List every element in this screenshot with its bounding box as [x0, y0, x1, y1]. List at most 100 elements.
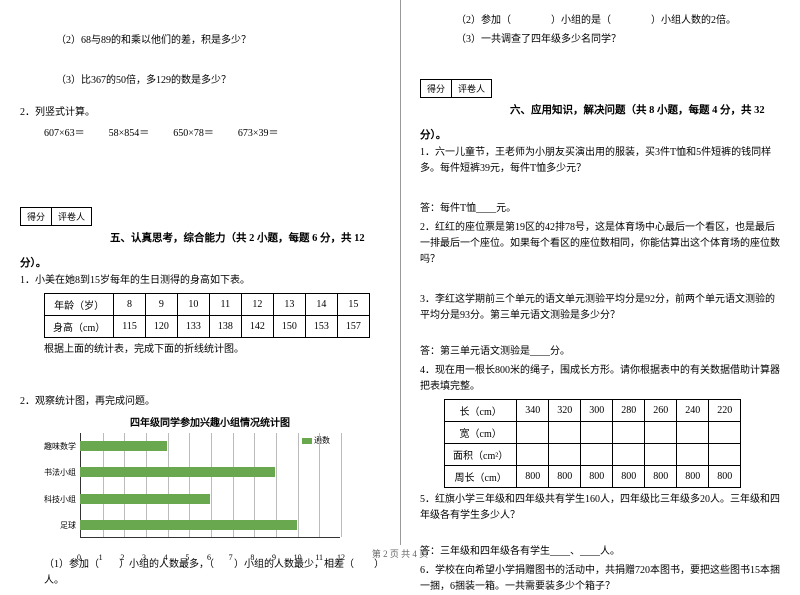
question-5-1b: 根据上面的统计表，完成下面的折线统计图。: [20, 342, 380, 358]
table-cell: 长（cm）: [445, 400, 517, 422]
question-1-2: （2）68与89的和乘以他们的差，积是多少？: [20, 33, 380, 49]
table-cell: 240: [677, 400, 709, 422]
rectangle-table: 长（cm） 340 320 300 280 260 240 220 宽（cm） …: [444, 399, 741, 488]
table-cell: [677, 444, 709, 466]
table-cell: 320: [549, 400, 581, 422]
table-row: 身高（cm） 115 120 133 138 142 150 153 157: [45, 316, 370, 338]
table-cell: 150: [273, 316, 305, 338]
grader-cell: 评卷人: [451, 79, 492, 98]
table-cell: 800: [613, 466, 645, 488]
table-cell: [549, 422, 581, 444]
grader-cell: 评卷人: [51, 207, 92, 226]
table-cell: 800: [645, 466, 677, 488]
table-cell: [517, 444, 549, 466]
question-top-2: （2）参加（ ）小组的是（ ）小组人数的2倍。: [420, 13, 780, 29]
table-cell: [549, 444, 581, 466]
table-row: 周长（cm） 800 800 800 800 800 800 800: [445, 466, 741, 488]
score-box-6: 得分 评卷人: [420, 79, 780, 98]
table-cell: 120: [145, 316, 177, 338]
question-top-3: （3）一共调查了四年级多少名同学？: [420, 32, 780, 48]
bar-chart: 四年级同学参加兴趣小组情况统计图 通数 趣味数学书法小组科技小组足球012345…: [40, 414, 380, 553]
table-cell: 年龄（岁）: [45, 294, 114, 316]
table-cell: [581, 422, 613, 444]
table-cell: [645, 444, 677, 466]
table-cell: 13: [273, 294, 305, 316]
table-cell: 周长（cm）: [445, 466, 517, 488]
chart-bar: [80, 494, 210, 504]
section-6-title-b: 分）。: [420, 127, 780, 142]
question-1-3: （3）比367的50倍，多129的数是多少？: [20, 73, 380, 89]
y-axis-label: 书法小组: [40, 467, 76, 478]
table-cell: [613, 444, 645, 466]
table-cell: [709, 422, 741, 444]
table-cell: 11: [209, 294, 241, 316]
table-cell: 8: [114, 294, 146, 316]
table-cell: 115: [114, 316, 146, 338]
table-cell: 800: [517, 466, 549, 488]
table-cell: 10: [177, 294, 209, 316]
table-cell: 220: [709, 400, 741, 422]
table-cell: [517, 422, 549, 444]
score-cell: 得分: [420, 79, 451, 98]
table-cell: 280: [613, 400, 645, 422]
table-cell: 9: [145, 294, 177, 316]
table-cell: [581, 444, 613, 466]
table-cell: 12: [241, 294, 273, 316]
table-cell: [677, 422, 709, 444]
table-row: 年龄（岁） 8 9 10 11 12 13 14 15: [45, 294, 370, 316]
chart-bar: [80, 441, 167, 451]
table-cell: 800: [709, 466, 741, 488]
calc-3: 650×78＝: [173, 124, 214, 139]
table-cell: 153: [305, 316, 337, 338]
table-cell: 身高（cm）: [45, 316, 114, 338]
y-axis-label: 趣味数学: [40, 441, 76, 452]
table-cell: 800: [677, 466, 709, 488]
chart-bar: [80, 467, 275, 477]
y-axis-label: 足球: [40, 520, 76, 531]
table-cell: 宽（cm）: [445, 422, 517, 444]
question-2: 2．列竖式计算。: [20, 105, 380, 121]
score-box-5: 得分 评卷人: [20, 207, 380, 226]
chart-title: 四年级同学参加兴趣小组情况统计图: [40, 414, 380, 429]
table-cell: [645, 422, 677, 444]
table-cell: 14: [305, 294, 337, 316]
question-5-2-1: （1）参加（ ）小组的人数最多，（ ）小组的人数最少，相差（ ）人。: [20, 557, 380, 589]
table-cell: 133: [177, 316, 209, 338]
question-6-4: 4．现在用一根长800米的绳子，围成长方形。请你根据表中的有关数据借助计算器把表…: [420, 363, 780, 395]
section-6-title: 六、应用知识，解决问题（共 8 小题，每题 4 分，共 32: [420, 102, 780, 117]
left-column: （2）68与89的和乘以他们的差，积是多少？ （3）比367的50倍，多129的…: [0, 0, 400, 545]
table-cell: [709, 444, 741, 466]
right-column: （2）参加（ ）小组的是（ ）小组人数的2倍。 （3）一共调查了四年级多少名同学…: [400, 0, 800, 545]
table-cell: 142: [241, 316, 273, 338]
table-cell: 300: [581, 400, 613, 422]
score-cell: 得分: [20, 207, 51, 226]
table-cell: 157: [337, 316, 369, 338]
table-cell: [613, 422, 645, 444]
chart-bars: [80, 433, 340, 538]
question-5-2: 2．观察统计图，再完成问题。: [20, 394, 380, 410]
page-footer: 第 2 页 共 4 页: [0, 547, 800, 560]
answer-6-1: 答：每件T恤____元。: [420, 201, 780, 217]
y-axis-label: 科技小组: [40, 494, 76, 505]
table-cell: 15: [337, 294, 369, 316]
question-6-1: 1．六一儿童节，王老师为小朋友买演出用的服装，买3件T恤和5件短裤的钱同样多。每…: [420, 145, 780, 177]
calc-4: 673×39＝: [238, 124, 279, 139]
answer-6-3: 答：第三单元语文测验是____分。: [420, 344, 780, 360]
question-5-1: 1．小美在她8到15岁每年的生日测得的身高如下表。: [20, 273, 380, 289]
question-6-2: 2．红红的座位票是第19区的42排78号，这是体育场中心最后一个看区，也是最后一…: [420, 220, 780, 268]
table-cell: 138: [209, 316, 241, 338]
table-row: 宽（cm）: [445, 422, 741, 444]
table-cell: 340: [517, 400, 549, 422]
calc-row: 607×63＝ 58×854＝ 650×78＝ 673×39＝: [20, 124, 380, 139]
chart-body: 通数 趣味数学书法小组科技小组足球0123456789101112: [40, 433, 340, 553]
question-6-6: 6．学校在向希望小学捐赠图书的活动中，共捐赠720本图书，要把这些图书15本捆一…: [420, 563, 780, 595]
age-height-table: 年龄（岁） 8 9 10 11 12 13 14 15 身高（cm） 115 1…: [44, 293, 370, 338]
section-5-title: 五、认真思考，综合能力（共 2 小题，每题 6 分，共 12: [20, 230, 380, 245]
table-cell: 800: [549, 466, 581, 488]
table-row: 长（cm） 340 320 300 280 260 240 220: [445, 400, 741, 422]
table-cell: 面积（cm²）: [445, 444, 517, 466]
calc-1: 607×63＝: [44, 124, 85, 139]
chart-bar: [80, 520, 297, 530]
table-cell: 260: [645, 400, 677, 422]
question-6-3: 3．李红这学期前三个单元的语文单元测验平均分是92分，前两个单元语文测验的平均分…: [420, 292, 780, 324]
